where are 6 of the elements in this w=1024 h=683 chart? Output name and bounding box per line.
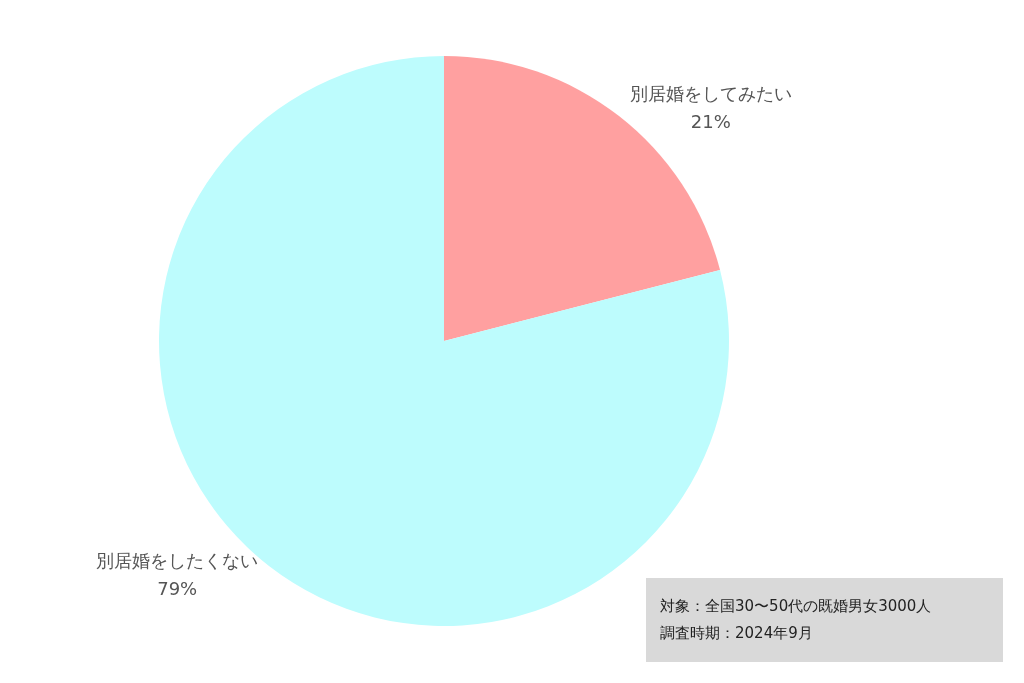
text: 調査時期：2024年9月 xyxy=(660,623,813,642)
slice-label: 別居婚をしてみたい xyxy=(629,83,792,105)
slice-label: 別居婚をしたくない xyxy=(96,549,259,571)
data-label: 21% xyxy=(690,111,731,133)
data-label: 79% xyxy=(157,577,198,599)
text: 対象：全国30〜50代の既婚男女3000人 xyxy=(660,596,932,615)
